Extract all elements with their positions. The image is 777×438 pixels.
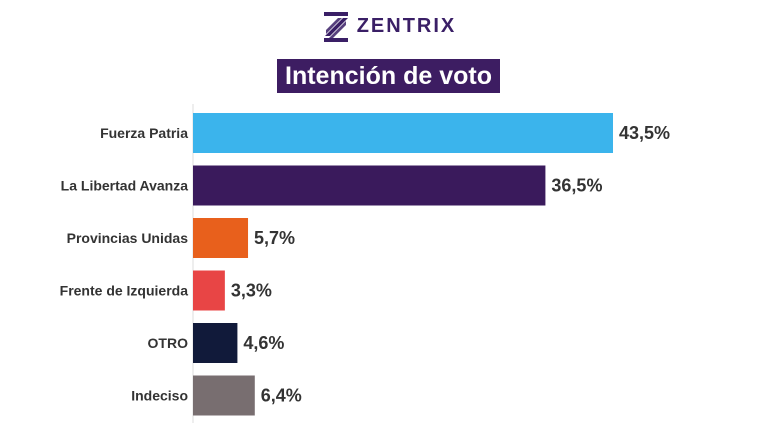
chart-title: Intención de voto <box>277 59 500 93</box>
brand-logo: ZENTRIX <box>0 6 777 46</box>
value-label: 3,3% <box>231 281 272 301</box>
bar-4 <box>193 323 238 363</box>
value-label: 36,5% <box>551 176 602 196</box>
value-label: 43,5% <box>619 123 670 143</box>
bar-3 <box>193 270 225 311</box>
bar-2 <box>193 218 249 258</box>
category-label: Indeciso <box>131 388 188 404</box>
bar-1 <box>193 165 546 206</box>
category-label: OTRO <box>148 335 189 351</box>
bar-0 <box>193 113 613 153</box>
category-label: Frente de Izquierda <box>60 283 189 299</box>
value-label: 4,6% <box>243 333 284 353</box>
zentrix-z-logo-icon <box>323 12 348 42</box>
value-label: 6,4% <box>261 386 302 406</box>
value-label: 5,7% <box>254 228 295 248</box>
category-label: Fuerza Patria <box>100 125 188 141</box>
brand-name: ZENTRIX <box>356 14 457 37</box>
bar-5 <box>193 375 255 416</box>
category-label: La Libertad Avanza <box>61 178 189 194</box>
category-label: Provincias Unidas <box>67 230 189 246</box>
